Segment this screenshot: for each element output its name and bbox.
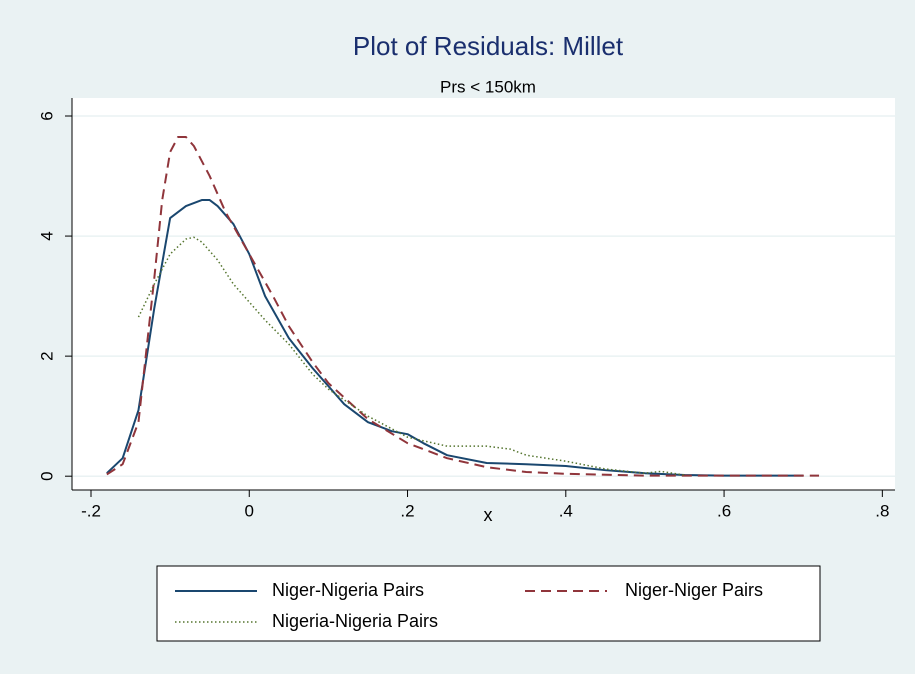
legend-label: Nigeria-Nigeria Pairs (272, 611, 438, 631)
chart-subtitle: Prs < 150km (440, 77, 536, 96)
x-tick-label: -.2 (81, 501, 101, 520)
series-line (106, 136, 820, 477)
x-tick-label: 0 (245, 501, 254, 520)
legend-label: Niger-Niger Pairs (625, 580, 763, 600)
x-tick-label: .2 (400, 501, 414, 520)
x-tick-label: .4 (559, 501, 573, 520)
y-tick-label: 2 (37, 351, 56, 360)
y-tick-label: 0 (37, 471, 56, 480)
x-axis-label: x (484, 505, 493, 525)
legend-box (156, 565, 821, 642)
series-line (106, 199, 804, 477)
series-line (137, 236, 685, 476)
legend-label: Niger-Nigeria Pairs (272, 580, 424, 600)
plot-area (72, 98, 895, 490)
y-tick-label: 4 (37, 231, 56, 240)
x-tick-label: .6 (717, 501, 731, 520)
y-tick-label: 6 (37, 111, 56, 120)
x-tick-label: .8 (875, 501, 889, 520)
chart-title: Plot of Residuals: Millet (353, 31, 624, 61)
